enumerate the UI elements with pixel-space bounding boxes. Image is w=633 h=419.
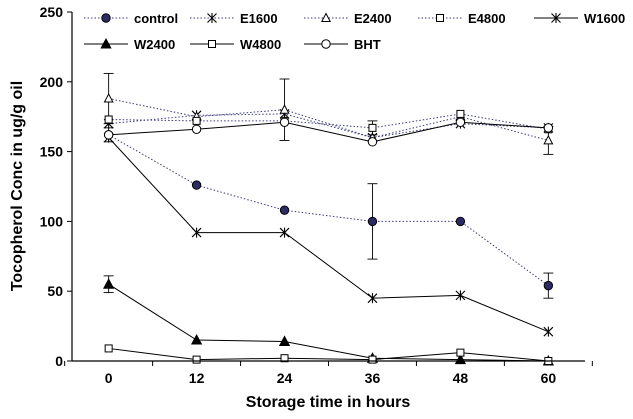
legend-marker [207, 13, 217, 23]
legend-marker [321, 39, 331, 49]
x-tick-label: 48 [453, 370, 469, 386]
data-point [455, 290, 466, 301]
data-point [367, 216, 378, 227]
series-e2400 [103, 72, 554, 155]
data-point [191, 180, 202, 190]
legend-marker [100, 37, 112, 49]
series-line-e1600 [108, 113, 549, 139]
legend: control E1600 E2400 E4800 W1600 W2400 W4800 BHT [84, 11, 625, 52]
x-tick-label: 60 [541, 370, 557, 386]
y-tick-label: 0 [55, 353, 63, 369]
data-point [456, 348, 465, 357]
legend-item-w4800: W4800 [190, 37, 281, 52]
ticks-layer: 0 50 100 150 200 250 0 12 24 36 48 60 [40, 4, 593, 386]
legend-label: W4800 [240, 37, 281, 52]
data-point [280, 354, 289, 363]
data-point [103, 130, 114, 140]
legend-marker [101, 13, 111, 23]
data-point [192, 116, 201, 125]
series-line-e2400 [108, 98, 549, 141]
legend-label: control [134, 11, 178, 26]
legend-item-w2400: W2400 [84, 37, 175, 52]
data-point [368, 355, 377, 364]
data-point [543, 123, 554, 133]
data-point [455, 216, 466, 227]
legend-item-e2400: E2400 [304, 11, 392, 26]
series-line-w4800 [108, 347, 549, 362]
series-e1600 [103, 108, 554, 143]
y-tick-label: 200 [40, 74, 64, 90]
data-point [456, 109, 465, 118]
data-point [543, 326, 554, 337]
y-tick-label: 100 [40, 213, 64, 229]
data-point [543, 280, 554, 291]
data-point [104, 344, 113, 353]
data-point [279, 117, 290, 127]
legend-marker [208, 40, 216, 48]
data-point [191, 124, 202, 134]
legend-marker [551, 13, 561, 23]
data-point [455, 117, 466, 127]
legend-item-bht: BHT [304, 37, 381, 52]
series-line-w2400 [108, 283, 549, 362]
series-control [103, 127, 554, 299]
y-tick-label: 50 [47, 283, 63, 299]
data-point [190, 333, 203, 345]
data-point [279, 227, 290, 238]
series-line-bht [108, 121, 549, 143]
data-point [192, 355, 201, 364]
data-point [104, 115, 113, 124]
legend-item-e1600: E1600 [190, 11, 278, 26]
y-tick-label: 250 [40, 4, 64, 20]
legend-label: E4800 [468, 11, 506, 26]
data-point [278, 335, 291, 346]
y-axis-title: Tocopherol Conc in ug/g oil [9, 81, 26, 291]
x-tick-label: 12 [189, 370, 205, 386]
axes-layer [71, 12, 585, 362]
data-point [543, 134, 554, 145]
data-point [368, 123, 377, 132]
data-point [279, 104, 290, 114]
legend-label: W2400 [134, 37, 175, 52]
data-point [103, 92, 114, 103]
data-point [279, 205, 290, 215]
legend-item-control: control [84, 11, 178, 26]
series-bht [103, 117, 554, 147]
legend-label: BHT [354, 37, 381, 52]
legend-label: E1600 [240, 11, 278, 26]
series-w1600 [103, 132, 554, 337]
x-tick-label: 24 [277, 370, 293, 386]
series-line-w1600 [108, 137, 549, 333]
legend-label: W1600 [584, 11, 625, 26]
series-line-control [108, 134, 549, 287]
x-tick-label: 36 [365, 370, 381, 386]
series-line-e4800 [108, 113, 549, 130]
data-point [367, 293, 378, 304]
legend-label: E2400 [354, 11, 392, 26]
data-point [367, 137, 378, 147]
x-axis-title: Storage time in hours [246, 394, 411, 411]
y-tick-label: 150 [40, 144, 64, 160]
legend-item-e4800: E4800 [418, 11, 506, 26]
x-tick-label: 0 [105, 370, 113, 386]
legend-marker [320, 12, 332, 22]
series-w2400 [103, 275, 554, 366]
data-point [191, 227, 202, 238]
legend-item-w1600: W1600 [534, 11, 625, 26]
data-point [103, 278, 115, 289]
legend-marker [436, 14, 444, 22]
marks-layer [103, 72, 554, 366]
